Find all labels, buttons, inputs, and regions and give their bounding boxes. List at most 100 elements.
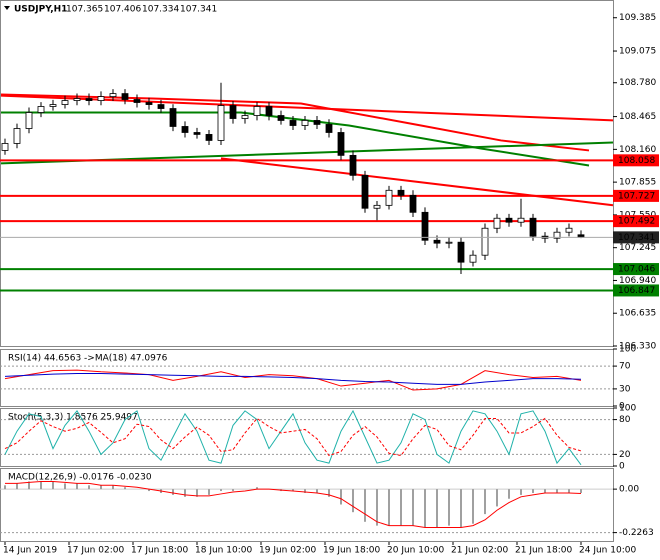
candle-body xyxy=(469,254,477,263)
current-price-label: 107.341 xyxy=(618,233,655,243)
indicator-line xyxy=(5,480,582,529)
level-label: 108.058 xyxy=(618,156,655,166)
macd-bar xyxy=(328,489,330,497)
candle-body xyxy=(133,99,141,103)
candle-body xyxy=(85,98,93,101)
candle-body xyxy=(97,96,105,101)
candle-body xyxy=(445,241,453,244)
macd-bar xyxy=(472,489,474,524)
candle-body xyxy=(325,124,333,133)
menu-arrow[interactable] xyxy=(4,6,10,10)
macd-bar xyxy=(64,483,66,490)
candle-body xyxy=(289,120,297,126)
candle-body xyxy=(361,174,369,209)
macd-bar xyxy=(424,489,426,528)
macd-bar xyxy=(412,489,414,526)
x-tick-label: 17 Jun 18:00 xyxy=(131,546,188,556)
candle-body xyxy=(169,108,177,127)
candle-body xyxy=(193,132,201,135)
macd-bar xyxy=(496,489,498,507)
candle-body xyxy=(277,115,285,121)
x-tick-label: 14 Jun 2019 xyxy=(3,546,57,556)
candle-body xyxy=(421,211,429,241)
macd-bar xyxy=(316,489,318,493)
candle-body xyxy=(109,93,117,98)
y-tick-label: 108.160 xyxy=(619,145,656,155)
candle-body xyxy=(61,100,69,105)
panel-frame xyxy=(0,0,614,347)
macd-bar xyxy=(400,489,402,526)
candle-body xyxy=(217,105,225,141)
macd-bar xyxy=(124,487,126,490)
y-tick-label: 107.855 xyxy=(619,178,656,188)
y-tick-label: 108.780 xyxy=(619,78,656,88)
indicator-title: Stoch(5,3,3) 1.8576 25.9497 xyxy=(8,413,138,423)
macd-bar xyxy=(352,489,354,513)
level-label: 106.847 xyxy=(618,286,655,296)
candle-body xyxy=(49,104,57,107)
y-tick-label: 107.245 xyxy=(619,243,656,253)
symbol-title: USDJPY,H1 xyxy=(14,5,67,15)
panel-frame xyxy=(0,468,614,542)
macd-bar xyxy=(508,489,510,499)
macd-bar xyxy=(208,489,210,495)
candle-body xyxy=(13,128,21,144)
candle-body xyxy=(385,189,393,206)
macd-bar xyxy=(580,489,582,493)
macd-bar xyxy=(304,489,306,493)
macd-bar xyxy=(532,489,534,493)
quote-high: 107.406 xyxy=(104,5,141,15)
x-tick-label: 19 Jun 18:00 xyxy=(323,546,380,556)
candle-body xyxy=(457,241,465,263)
indicator-title: MACD(12,26,9) -0.0176 -0.0230 xyxy=(8,473,152,483)
candle-body xyxy=(517,217,525,223)
y-tick-label: 0.00 xyxy=(619,485,639,495)
indicator-title: RSI(14) 44.6563 ->MA(18) 47.0976 xyxy=(8,354,168,364)
macd-bar xyxy=(556,489,558,493)
candle-body xyxy=(529,217,537,237)
y-tick-label: 106.330 xyxy=(619,342,656,352)
y-tick-label: 109.385 xyxy=(619,13,656,23)
macd-bar xyxy=(376,489,378,526)
candle-body xyxy=(25,112,33,129)
current-price-box xyxy=(613,231,659,244)
y-tick-label: 70 xyxy=(619,362,631,372)
macd-bar xyxy=(112,485,114,490)
macd-bar xyxy=(460,489,462,528)
level-label-box xyxy=(613,215,659,228)
macd-bar xyxy=(40,481,42,490)
indicator-line xyxy=(4,369,582,391)
level-label: 107.046 xyxy=(618,265,655,275)
candle-body xyxy=(253,106,261,116)
y-tick-label: 20 xyxy=(619,450,631,460)
candle-body xyxy=(145,102,153,105)
indicator-line xyxy=(4,373,582,385)
macd-bar xyxy=(28,481,30,490)
macd-bar xyxy=(88,485,90,490)
candle-body xyxy=(241,115,249,119)
x-tick-label: 19 Jun 02:00 xyxy=(259,546,316,556)
y-tick-label: 106.940 xyxy=(619,276,656,286)
quote-low: 107.334 xyxy=(142,5,179,15)
candle-body xyxy=(337,132,345,156)
macd-bar xyxy=(4,485,6,490)
x-tick-label: 21 Jun 02:00 xyxy=(451,546,508,556)
macd-bar xyxy=(16,483,18,490)
candle-body xyxy=(37,106,45,113)
candle-body xyxy=(121,93,129,100)
quote-close: 107.341 xyxy=(180,5,217,15)
macd-bar xyxy=(544,489,546,493)
y-tick-label: 106.635 xyxy=(619,309,656,319)
candle-body xyxy=(433,239,441,244)
y-tick-label: 109.075 xyxy=(619,47,656,57)
candle-body xyxy=(205,134,213,141)
level-label-box xyxy=(613,263,659,276)
x-tick-label: 20 Jun 10:00 xyxy=(387,546,444,556)
candle-body xyxy=(229,105,237,119)
macd-bar xyxy=(520,489,522,495)
macd-bar xyxy=(184,489,186,497)
candle-body xyxy=(157,104,165,109)
macd-bar xyxy=(448,489,450,526)
